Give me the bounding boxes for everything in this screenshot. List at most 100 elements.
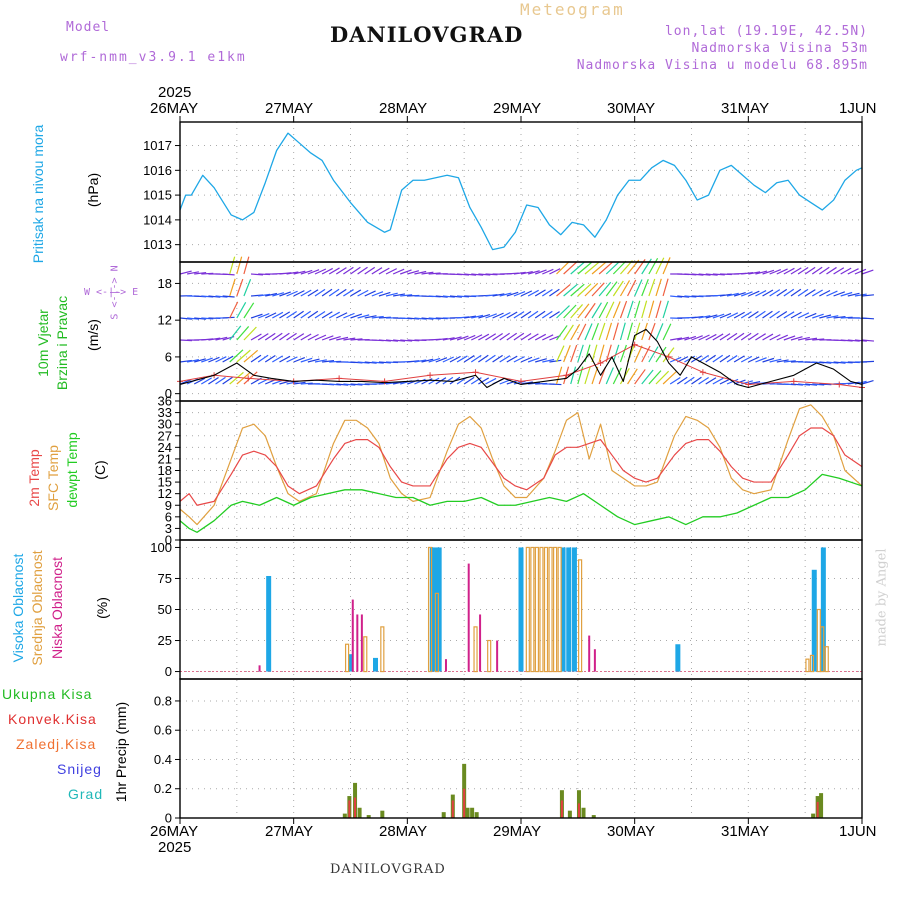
wind-vector [861, 360, 875, 363]
wind-vector [293, 290, 305, 297]
wind-vector [229, 371, 244, 385]
wind-vector [492, 293, 505, 297]
cloud-tick-label: 100 [150, 540, 172, 555]
precip-tick-label: 0.2 [154, 781, 172, 796]
wind-vector [627, 279, 637, 297]
wind-vector [740, 332, 752, 341]
wind-vector [705, 273, 718, 276]
wind-vector [598, 344, 605, 363]
wind-vector [336, 312, 348, 319]
wind-vector [556, 260, 570, 275]
temp-tick-label: 36 [158, 394, 172, 409]
wind-vector [755, 270, 768, 275]
wind-gust-marker [597, 360, 604, 367]
wind-vector [350, 338, 363, 341]
sfc-temp-line [179, 404, 863, 526]
wind-vector [293, 381, 306, 385]
wind-vector [293, 356, 306, 363]
total-precip-bar [567, 810, 572, 818]
wind-vector [470, 377, 482, 385]
high-cloud-bar [675, 644, 681, 672]
wind-vector [428, 317, 441, 320]
temp-tick-label: 21 [158, 451, 172, 466]
wind-vector [314, 268, 327, 275]
wind-vector [520, 270, 533, 275]
wind-vector [293, 333, 305, 341]
temp-tick-label: 0 [165, 533, 172, 548]
wind-vector [769, 289, 781, 297]
wind-vector [286, 311, 297, 319]
wind-vector [847, 268, 859, 275]
wind-vector [449, 355, 461, 363]
wind-vector [705, 377, 717, 385]
wind-vector [378, 361, 391, 364]
wind-vector [421, 271, 434, 275]
wind-vector [243, 302, 255, 319]
wind-vector [378, 267, 390, 275]
wind-vector [733, 292, 746, 297]
wind-vector [541, 310, 553, 319]
wind-vector [364, 315, 377, 319]
wind-vector [520, 333, 532, 341]
wind-vector [286, 332, 297, 341]
wind-vector [619, 344, 627, 363]
pressure-tick-label: 1015 [143, 188, 172, 203]
wind-vector [307, 358, 320, 363]
wind-vector [840, 361, 853, 364]
wind-vector [179, 379, 192, 385]
wind-vector [264, 355, 276, 363]
wind-vector [193, 377, 206, 385]
wind-vector [208, 337, 221, 341]
wind-vector [712, 313, 725, 319]
wind-vector [712, 354, 724, 363]
wind-vector [669, 377, 681, 385]
mid-cloud-bar [552, 546, 558, 673]
wind-vector [797, 312, 810, 319]
wind-vector [314, 310, 326, 319]
wind-vector [755, 333, 766, 341]
date-label-top: 29MAY [493, 100, 542, 117]
wind-vector [350, 266, 361, 275]
wind-vector [755, 290, 767, 297]
wind-vector [619, 280, 631, 297]
wind-vector [790, 311, 802, 319]
wind-vector [684, 376, 695, 385]
wind-vector [335, 267, 347, 275]
mid-cloud-bar [434, 592, 439, 673]
series-layer [177, 132, 875, 818]
wind-vector [605, 322, 613, 341]
low-cloud-bar [588, 635, 591, 672]
wind-vector [272, 332, 283, 341]
footer-station-label: DANILOVGRAD [330, 862, 446, 877]
wind-vector [463, 376, 475, 385]
wind-vector [286, 380, 299, 385]
model-name: wrf-nmm_v3.9.1 e1km [60, 50, 247, 65]
wind-vector [250, 273, 264, 276]
wind-vector [300, 357, 313, 363]
wind-vector [556, 325, 568, 341]
low-cloud-bar [496, 640, 499, 672]
wind-vector [222, 316, 235, 319]
wind-vector [805, 337, 818, 341]
wind-vector [776, 359, 789, 363]
wind-vector [783, 267, 795, 275]
wind-vector [300, 382, 313, 385]
temp-tick-label: 12 [158, 486, 172, 501]
wind-vector [563, 324, 574, 341]
wind-vector [641, 345, 651, 363]
wind-vector [179, 317, 193, 320]
mid-cloud-bar [816, 608, 821, 673]
wind-vector [527, 289, 539, 297]
wind-vector [371, 361, 384, 364]
wind-vector [762, 269, 775, 275]
wind-vector [314, 359, 327, 363]
conv-precip-bar [560, 800, 563, 818]
wind-tick-label: 18 [158, 276, 172, 291]
total-precip-bar [342, 813, 347, 818]
mid-cloud-bar [557, 546, 562, 673]
wind-vector [691, 376, 702, 385]
date-label-bottom: 31MAY [721, 823, 770, 840]
wind-vector [250, 333, 262, 341]
wind-vector [257, 333, 269, 341]
